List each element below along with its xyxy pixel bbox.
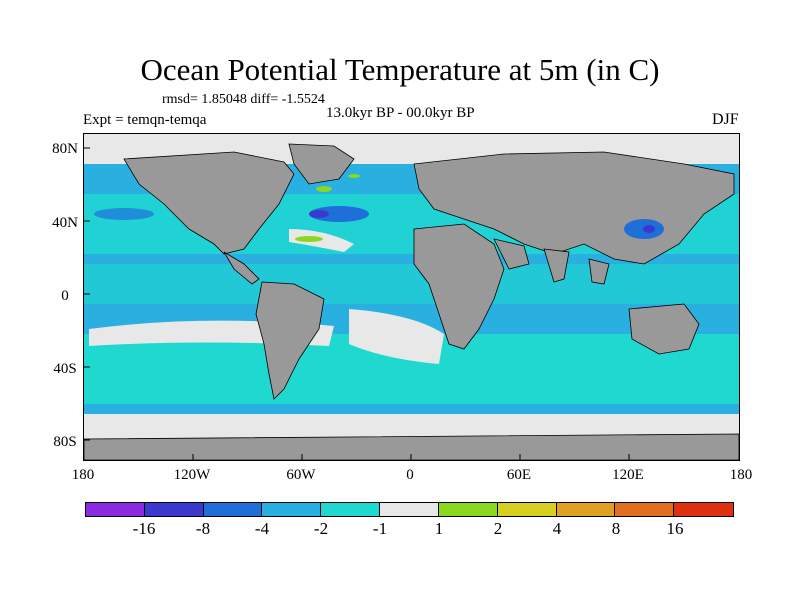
colorbar-box [203, 503, 263, 516]
colorbar-label: -16 [132, 519, 156, 538]
colorbar-box [615, 503, 675, 516]
ocean-band-equator [84, 264, 739, 304]
labrador-warm [316, 186, 332, 192]
gulf-stream-warm [295, 236, 323, 242]
colorbar-box [144, 503, 204, 516]
south-america [255, 281, 325, 400]
colorbar-label: -1 [372, 519, 388, 538]
map-panel [83, 133, 740, 461]
antarctica [84, 433, 739, 460]
central-america [223, 251, 260, 285]
ne-pacific-cold [94, 208, 154, 220]
lon-label-120e: 120E [612, 467, 644, 483]
africa [413, 223, 505, 350]
lat-label-0: 0 [61, 288, 69, 304]
lon-label-120w: 120W [173, 467, 211, 483]
season-label: DJF [712, 111, 739, 128]
temperature-map [84, 134, 739, 460]
colorbar-box [556, 503, 616, 516]
lon-label-60e: 60E [506, 467, 532, 483]
colorbar-box [86, 503, 145, 516]
lon-label-180e: 180 [729, 467, 753, 483]
n-atlantic-cold [309, 206, 369, 222]
graticule-ticks [84, 147, 630, 460]
warm-anomalies [295, 174, 360, 242]
colorbar-box [497, 503, 557, 516]
colorbar-label: 8 [611, 519, 621, 538]
lat-label-40s: 40S [53, 361, 77, 377]
lon-label-60w: 60W [286, 467, 316, 483]
experiment-label: Expt = temqn-temqa [83, 112, 207, 128]
colorbar-label: 4 [552, 519, 562, 538]
colorbar-box [674, 503, 733, 516]
map-title: Ocean Potential Temperature at 5m (in C) [140, 52, 660, 87]
colorbar-label: -8 [195, 519, 211, 538]
arabia [493, 238, 530, 270]
colorbar-box [380, 503, 439, 516]
colorbar-label: 16 [666, 519, 684, 538]
cold-anomalies [94, 206, 664, 239]
southeast-asia [588, 258, 610, 285]
colorbar-box [438, 503, 498, 516]
colorbar-label: -2 [313, 519, 329, 538]
india [543, 248, 570, 283]
south-atlantic-neutral [349, 309, 444, 364]
stats-text: rmsd= 1.85048 diff= -1.5524 [162, 92, 325, 107]
australia [628, 303, 700, 355]
north-america [123, 151, 295, 255]
colorbar-box [321, 503, 381, 516]
north-atlantic-neutral [289, 229, 354, 252]
colorbar [85, 502, 734, 517]
lon-label-0: 0 [406, 467, 414, 483]
land-masses [84, 143, 739, 460]
colorbar-box [262, 503, 322, 516]
lat-label-80n: 80N [52, 141, 78, 157]
nw-pacific-strong-cold [643, 225, 655, 233]
colorbar-label: 2 [493, 519, 503, 538]
lat-label-40n: 40N [52, 215, 78, 231]
period-label: 13.0kyr BP - 00.0kyr BP [326, 105, 475, 121]
n-atlantic-strong-cold [309, 210, 329, 218]
greenland [288, 143, 355, 185]
lon-label-180w: 180 [71, 467, 95, 483]
lat-label-80s: 80S [53, 434, 77, 450]
colorbar-label: -4 [254, 519, 270, 538]
greenland-warm [348, 174, 360, 178]
colorbar-label: 1 [434, 519, 444, 538]
